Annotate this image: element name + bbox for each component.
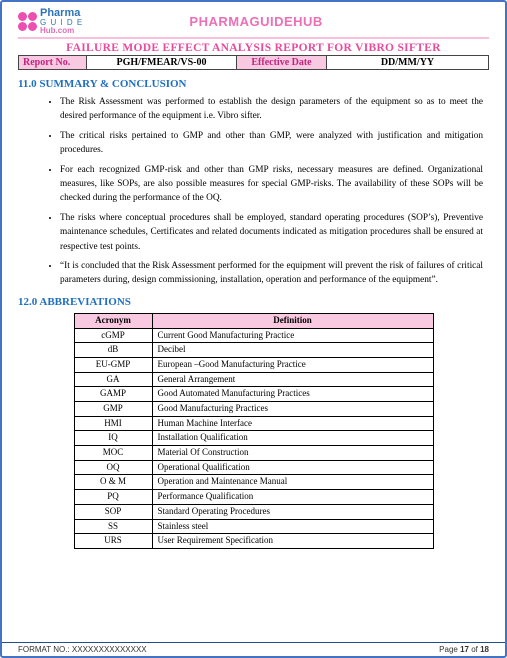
table-row: GAMPGood Automated Manufacturing Practic…	[74, 387, 433, 402]
definition-cell: European –Good Manufacturing Practice	[152, 357, 433, 372]
col-definition: Definition	[152, 313, 433, 328]
definition-cell: Material Of Construction	[152, 446, 433, 461]
divider-top	[18, 37, 489, 39]
table-row: GAGeneral Arrangement	[74, 372, 433, 387]
acronym-cell: HMI	[74, 416, 152, 431]
definition-cell: Decibel	[152, 343, 433, 358]
acronym-cell: URS	[74, 534, 152, 549]
table-row: SSStainless steel	[74, 519, 433, 534]
effective-date-label: Effective Date	[237, 56, 327, 70]
table-row: MOCMaterial Of Construction	[74, 446, 433, 461]
definition-cell: Installation Qualification	[152, 431, 433, 446]
definition-cell: Human Machine Interface	[152, 416, 433, 431]
table-row: Report No. PGH/FMEAR/VS-00 Effective Dat…	[19, 56, 489, 70]
logo-text: Pharma G U I D E Hub.com	[40, 8, 83, 35]
acronym-cell: O & M	[74, 475, 152, 490]
brand-title: PHARMAGUIDEHUB	[83, 14, 429, 29]
table-row: IQInstallation Qualification	[74, 431, 433, 446]
report-no-label: Report No.	[19, 56, 87, 70]
definition-cell: User Requirement Specification	[152, 534, 433, 549]
table-row: Acronym Definition	[74, 313, 433, 328]
section-12-heading: 12.0 ABBREVIATIONS	[18, 296, 489, 308]
report-no-value: PGH/FMEAR/VS-00	[87, 56, 237, 70]
acronym-cell: GAMP	[74, 387, 152, 402]
footer: FORMAT NO.: XXXXXXXXXXXXXX Page 17 of 18	[2, 642, 505, 654]
meta-table: Report No. PGH/FMEAR/VS-00 Effective Dat…	[18, 55, 489, 70]
acronym-cell: dB	[74, 343, 152, 358]
acronym-cell: cGMP	[74, 328, 152, 343]
list-item: The critical risks pertained to GMP and …	[60, 129, 483, 158]
table-row: OQOperational Qualification	[74, 460, 433, 475]
definition-cell: Operation and Maintenance Manual	[152, 475, 433, 490]
section-11-heading: 11.0 SUMMARY & CONCLUSION	[18, 78, 489, 90]
acronym-cell: SOP	[74, 504, 152, 519]
acronym-cell: GMP	[74, 402, 152, 417]
abbreviations-table: Acronym Definition cGMPCurrent Good Manu…	[74, 313, 434, 549]
acronym-cell: MOC	[74, 446, 152, 461]
acronym-cell: GA	[74, 372, 152, 387]
table-row: dBDecibel	[74, 343, 433, 358]
definition-cell: Current Good Manufacturing Practice	[152, 328, 433, 343]
definition-cell: Operational Qualification	[152, 460, 433, 475]
effective-date-value: DD/MM/YY	[327, 56, 489, 70]
page-indicator: Page 17 of 18	[439, 645, 489, 654]
definition-cell: Stainless steel	[152, 519, 433, 534]
logo-dots-icon	[18, 12, 37, 31]
header: Pharma G U I D E Hub.com PHARMAGUIDEHUB	[18, 8, 489, 35]
list-item: The risks where conceptual procedures sh…	[60, 211, 483, 254]
document-title: FAILURE MODE EFFECT ANALYSIS REPORT FOR …	[18, 42, 489, 54]
table-row: cGMPCurrent Good Manufacturing Practice	[74, 328, 433, 343]
table-row: GMPGood Manufacturing Practices	[74, 402, 433, 417]
format-no: FORMAT NO.: XXXXXXXXXXXXXX	[18, 645, 147, 654]
list-item: For each recognized GMP-risk and other t…	[60, 163, 483, 206]
logo: Pharma G U I D E Hub.com	[18, 8, 83, 35]
definition-cell: Performance Qualification	[152, 490, 433, 505]
definition-cell: Good Automated Manufacturing Practices	[152, 387, 433, 402]
acronym-cell: PQ	[74, 490, 152, 505]
acronym-cell: IQ	[74, 431, 152, 446]
acronym-cell: OQ	[74, 460, 152, 475]
list-item: The Risk Assessment was performed to est…	[60, 95, 483, 124]
summary-bullets: The Risk Assessment was performed to est…	[18, 95, 489, 288]
table-row: EU-GMPEuropean –Good Manufacturing Pract…	[74, 357, 433, 372]
table-row: SOPStandard Operating Procedures	[74, 504, 433, 519]
logo-line3: Hub.com	[40, 27, 83, 35]
list-item: “It is concluded that the Risk Assessmen…	[60, 259, 483, 288]
col-acronym: Acronym	[74, 313, 152, 328]
definition-cell: General Arrangement	[152, 372, 433, 387]
table-row: O & MOperation and Maintenance Manual	[74, 475, 433, 490]
document-page: Pharma G U I D E Hub.com PHARMAGUIDEHUB …	[0, 0, 507, 658]
table-row: PQPerformance Qualification	[74, 490, 433, 505]
table-row: HMIHuman Machine Interface	[74, 416, 433, 431]
definition-cell: Standard Operating Procedures	[152, 504, 433, 519]
acronym-cell: SS	[74, 519, 152, 534]
acronym-cell: EU-GMP	[74, 357, 152, 372]
definition-cell: Good Manufacturing Practices	[152, 402, 433, 417]
table-row: URSUser Requirement Specification	[74, 534, 433, 549]
